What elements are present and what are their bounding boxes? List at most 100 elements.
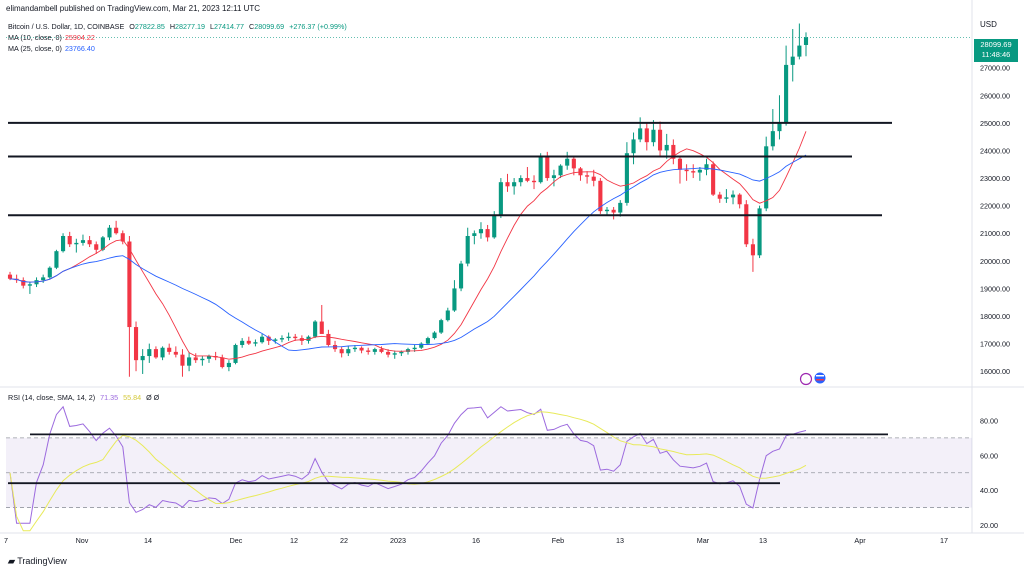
open-value: 27822.85 [134, 22, 165, 31]
candle-body [173, 351, 178, 355]
price-tick-label: 24000.00 [980, 146, 1010, 155]
tradingview-logo[interactable]: ⁠▰ TradingView [8, 556, 67, 566]
candle-body [737, 194, 742, 205]
rsi-tick-label: 40.00 [980, 486, 998, 495]
candle-body [21, 280, 26, 286]
candle-body [286, 336, 291, 339]
candle-body [704, 164, 709, 170]
time-tick-label: Mar [697, 536, 710, 545]
rsi-legend[interactable]: RSI (14, close, SMA, 14, 2) 71.35 55.84 … [8, 393, 160, 402]
time-tick-label: 17 [940, 536, 948, 545]
symbol-title: Bitcoin / U.S. Dollar, 1D, COINBASE [8, 22, 125, 31]
candle-body [631, 139, 636, 154]
candle-body [74, 242, 79, 245]
candle-body [452, 288, 457, 311]
candle-body [518, 178, 523, 183]
candle-body [386, 351, 391, 355]
candle-body [551, 175, 556, 179]
ma25-line [9, 154, 807, 352]
ma10-legend[interactable]: MA (10, close, 0) 25904.22 [8, 33, 95, 42]
countdown: 11:48:46 [981, 50, 1011, 59]
candle-body [764, 146, 769, 209]
candle-body [54, 251, 59, 268]
candle-body [618, 202, 623, 213]
candle-body [604, 209, 610, 212]
time-tick-label: 22 [340, 536, 348, 545]
rsi-line [9, 405, 807, 524]
candle-body [279, 338, 285, 340]
candle-body [797, 45, 802, 57]
rsi-sma-value: 55.84 [123, 393, 142, 402]
rsi-extra: Ø Ø [146, 393, 160, 402]
candle-body [240, 340, 245, 345]
price-tick-label: 22000.00 [980, 202, 1010, 211]
us-flag-icon [814, 372, 826, 384]
candle-body [664, 144, 669, 151]
candle-body [565, 158, 570, 166]
candle-body [485, 229, 490, 238]
candle-body [757, 208, 762, 256]
candle-body [187, 357, 192, 366]
time-tick-label: 7 [4, 536, 8, 545]
candle-body [784, 64, 789, 123]
candle-body [306, 336, 311, 341]
candle-body [598, 180, 603, 212]
event-flash-icon [799, 372, 813, 386]
candle-body [684, 169, 689, 172]
candle-body [439, 320, 444, 333]
price-tick-label: 25000.00 [980, 119, 1010, 128]
candle-body [193, 357, 198, 361]
price-tick-label: 16000.00 [980, 367, 1010, 376]
candle-body [558, 165, 563, 176]
candle-body [100, 237, 105, 250]
candle-body [7, 274, 13, 279]
us-flag-icon-stripe [816, 379, 824, 381]
candle-body [472, 233, 477, 236]
price-tick-label: 19000.00 [980, 284, 1010, 293]
publish-info: elimandambell published on TradingView.c… [6, 4, 261, 13]
candle-body [744, 204, 749, 245]
symbol-legend: Bitcoin / U.S. Dollar, 1D, COINBASE O278… [8, 22, 347, 31]
candle-body [571, 158, 576, 169]
rsi-value: 71.35 [100, 393, 119, 402]
price-tick-label: 21000.00 [980, 229, 1010, 238]
candle-body [790, 56, 795, 65]
time-tick-label: 12 [290, 536, 298, 545]
close-value: 28099.69 [254, 22, 285, 31]
price-tick-label: 27000.00 [980, 64, 1010, 73]
candle-body [127, 241, 132, 328]
time-tick-label: Nov [76, 536, 89, 545]
rsi-tick-label: 20.00 [980, 521, 998, 530]
candle-body [87, 240, 92, 245]
candle-body [445, 310, 450, 321]
last-price-tag: 28099.69 11:48:46 [974, 39, 1018, 62]
ma25-legend[interactable]: MA (25, close, 0) 23766.40 [8, 44, 95, 53]
price-tick-label: 20000.00 [980, 257, 1010, 266]
low-value: 27414.77 [214, 22, 244, 31]
candle-body [624, 153, 629, 203]
candle-body [266, 336, 271, 341]
candle-body [313, 321, 318, 337]
candle-body [538, 157, 543, 183]
candle-body [273, 339, 278, 341]
candle-body [147, 349, 152, 357]
candle-body [392, 353, 397, 355]
candle-body [803, 37, 809, 45]
time-tick-label: 14 [144, 536, 152, 545]
candle-body [253, 342, 258, 344]
candle-body [730, 194, 736, 198]
candle-body [114, 227, 119, 234]
candle-body [326, 333, 331, 345]
time-tick-label: Apr [854, 536, 866, 545]
candle-body [346, 349, 351, 354]
currency-label: USD [980, 20, 997, 29]
rsi-tick-label: 80.00 [980, 416, 998, 425]
candle-body [611, 209, 616, 213]
candle-body [432, 332, 437, 339]
candle-body [545, 157, 550, 179]
candle-body [498, 182, 503, 216]
candle-body [120, 233, 125, 242]
time-tick-label: Feb [552, 536, 564, 545]
candle-body [233, 344, 238, 363]
